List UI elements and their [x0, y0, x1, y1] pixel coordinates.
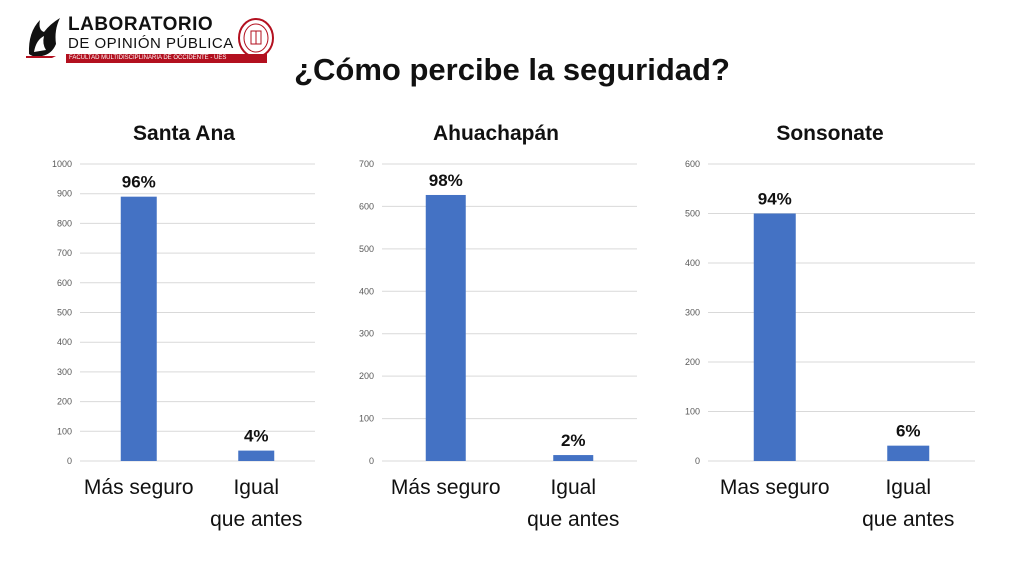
bar	[887, 445, 930, 461]
x-category-label: Igual que antes	[210, 476, 302, 531]
data-label: 4%	[244, 427, 269, 446]
logo-subtitle: DE OPINIÓN PÚBLICA	[68, 35, 234, 52]
y-tick-label: 100	[359, 414, 374, 424]
y-tick-label: 800	[57, 218, 72, 228]
y-tick-label: 600	[359, 201, 374, 211]
x-category-label: Más seguro	[84, 476, 194, 499]
data-label: 94%	[758, 190, 792, 209]
x-category-label: Mas seguro	[720, 476, 830, 499]
y-tick-label: 700	[359, 159, 374, 169]
page-title: ¿Cómo percibe la seguridad?	[294, 52, 730, 87]
chart-svg: 0 100 200 300 400 500 600 700 800 900 1000 96% Más s…	[52, 159, 315, 531]
chart-svg: 0 100 200 300 400 500 600 700 98% Más seguro 2% Igu…	[359, 159, 637, 531]
y-tick-label: 400	[359, 286, 374, 296]
y-tick-label: 1000	[52, 159, 72, 169]
logo-title: LABORATORIO	[68, 14, 214, 35]
logo: LABORATORIO DE OPINIÓN PÚBLICA FACULTAD …	[26, 14, 276, 64]
x-category-label: Más seguro	[391, 476, 501, 499]
data-label: 98%	[429, 171, 463, 190]
data-label: 96%	[122, 173, 156, 192]
x-category-label-line: Más seguro	[391, 476, 501, 499]
chart-panel-sonsonate: Sonsonate 0 100 200 300 400 500 600 94% Mas segu…	[670, 116, 990, 556]
y-tick-label: 400	[685, 258, 700, 268]
chart-title: Santa Ana	[133, 122, 235, 145]
y-tick-label: 700	[57, 248, 72, 258]
bar	[753, 213, 796, 461]
x-category-label-line: Igual	[885, 476, 931, 499]
y-tick-label: 500	[57, 308, 72, 318]
bar	[425, 194, 466, 462]
chart-svg: 0 100 200 300 400 500 600 94% Mas seguro 6% Igual q…	[685, 159, 975, 531]
y-tick-label: 0	[695, 456, 700, 466]
chart-title: Ahuachapán	[432, 122, 560, 145]
y-tick-label: 500	[685, 209, 700, 219]
bar	[238, 450, 275, 461]
y-tick-label: 100	[685, 407, 700, 417]
y-tick-label: 900	[57, 189, 72, 199]
x-category-label-line: Igual	[550, 476, 596, 499]
data-label: 6%	[896, 422, 921, 441]
data-label: 2%	[561, 431, 586, 450]
chart-panel-santa-ana: Santa Ana 0 100 200 300 400 500 600 700 800 900 10…	[30, 116, 338, 556]
university-seal-icon	[238, 18, 274, 58]
y-tick-label: 400	[57, 337, 72, 347]
x-category-label-line: que antes	[210, 508, 302, 531]
chart-title: Sonsonate	[776, 122, 884, 145]
bar	[120, 196, 157, 462]
logo-faculty: FACULTAD MULTIDISCIPLINARIA DE OCCIDENTE…	[66, 54, 267, 63]
y-tick-label: 200	[359, 371, 374, 381]
x-category-label-line: Mas seguro	[720, 476, 830, 499]
y-tick-label: 200	[57, 397, 72, 407]
y-tick-label: 600	[57, 278, 72, 288]
y-tick-label: 0	[67, 456, 72, 466]
y-tick-label: 300	[685, 308, 700, 318]
x-category-label-line: que antes	[862, 508, 954, 531]
y-tick-label: 100	[57, 426, 72, 436]
y-tick-label: 500	[359, 244, 374, 254]
x-category-label-line: Más seguro	[84, 476, 194, 499]
y-tick-label: 200	[685, 357, 700, 367]
owl-logo-icon	[26, 18, 60, 58]
x-category-label-line: Igual	[233, 476, 279, 499]
chart-panel-ahuachapan: Ahuachapán 0 100 200 300 400 500 600 700 98% Más …	[342, 116, 650, 556]
bar	[553, 455, 594, 461]
y-tick-label: 300	[359, 329, 374, 339]
y-tick-label: 600	[685, 159, 700, 169]
y-tick-label: 0	[369, 456, 374, 466]
x-category-label-line: que antes	[527, 508, 619, 531]
x-category-label: Igual que antes	[527, 476, 619, 531]
y-tick-label: 300	[57, 367, 72, 377]
x-category-label: Igual que antes	[862, 476, 954, 531]
